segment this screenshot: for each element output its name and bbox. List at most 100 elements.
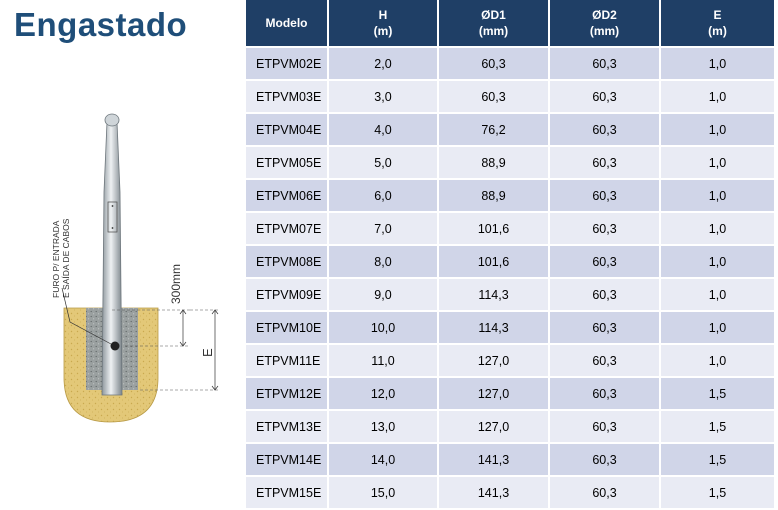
table-cell: 15,0 — [328, 475, 439, 508]
table-cell: 12,0 — [328, 376, 439, 410]
table-cell: 7,0 — [328, 211, 439, 245]
table-row: ETPVM13E 13,0 127,0 60,3 1,5 — [246, 409, 774, 443]
specs-table: Modelo H (m) ØD1 (mm) ØD2 (mm) E (m) ETPVM02… — [246, 0, 774, 508]
table-cell: 60,3 — [549, 409, 661, 443]
table-cell: 60,3 — [549, 442, 661, 476]
table-cell: 1,5 — [660, 409, 774, 443]
table-cell: 127,0 — [438, 343, 550, 377]
pole — [101, 121, 123, 396]
table-cell: ETPVM09E — [246, 277, 329, 311]
table-cell: 60,3 — [549, 376, 661, 410]
table-cell: 127,0 — [438, 376, 550, 410]
table-cell: 6,0 — [328, 178, 439, 212]
table-cell: ETPVM12E — [246, 376, 329, 410]
table-cell: 60,3 — [549, 277, 661, 311]
table-cell: 4,0 — [328, 112, 439, 146]
table-cell: 60,3 — [549, 475, 661, 508]
table-cell: 1,0 — [660, 145, 774, 179]
table-header-row: Modelo H (m) ØD1 (mm) ØD2 (mm) E (m) — [246, 0, 774, 47]
header-d1: ØD1 (mm) — [438, 0, 550, 47]
table-row: ETPVM07E 7,0 101,6 60,3 1,0 — [246, 211, 774, 245]
table-row: ETPVM03E 3,0 60,3 60,3 1,0 — [246, 79, 774, 113]
table-cell: 1,5 — [660, 475, 774, 508]
table-cell: ETPVM14E — [246, 442, 329, 476]
table-cell: 9,0 — [328, 277, 439, 311]
table-row: ETPVM08E 8,0 101,6 60,3 1,0 — [246, 244, 774, 278]
table-cell: ETPVM03E — [246, 79, 329, 113]
table-cell: 1,0 — [660, 310, 774, 344]
table-cell: 10,0 — [328, 310, 439, 344]
table-cell: 3,0 — [328, 79, 439, 113]
table-row: ETPVM06E 6,0 88,9 60,3 1,0 — [246, 178, 774, 212]
table-cell: 1,0 — [660, 46, 774, 80]
table-cell: ETPVM04E — [246, 112, 329, 146]
table-row: ETPVM12E 12,0 127,0 60,3 1,5 — [246, 376, 774, 410]
header-e: E (m) — [660, 0, 774, 47]
table-cell: 60,3 — [549, 343, 661, 377]
header-d2: ØD2 (mm) — [549, 0, 661, 47]
page-title: Engastado — [14, 6, 188, 43]
table-cell: 1,0 — [660, 277, 774, 311]
table-cell: 60,3 — [549, 145, 661, 179]
table-cell: 101,6 — [438, 211, 550, 245]
table-cell: 60,3 — [549, 211, 661, 245]
table-cell: 88,9 — [438, 145, 550, 179]
table-cell: 13,0 — [328, 409, 439, 443]
table-row: ETPVM11E 11,0 127,0 60,3 1,0 — [246, 343, 774, 377]
table-cell: 14,0 — [328, 442, 439, 476]
table-cell: ETPVM15E — [246, 475, 329, 508]
pole-diagram: FURO P/ ENTRADA E SAÍDA DE CABOS 300mm E — [51, 113, 220, 423]
table-cell: ETPVM11E — [246, 343, 329, 377]
table-cell: 88,9 — [438, 178, 550, 212]
table-cell: 1,0 — [660, 79, 774, 113]
table-cell: 11,0 — [328, 343, 439, 377]
hole-label-line2: E SAÍDA DE CABOS — [61, 218, 71, 298]
table-cell: 1,0 — [660, 244, 774, 278]
dimension-e-label: E — [200, 348, 215, 357]
table-cell: 60,3 — [549, 112, 661, 146]
table-row: ETPVM14E 14,0 141,3 60,3 1,5 — [246, 442, 774, 476]
cable-hole — [110, 341, 120, 351]
header-h: H (m) — [328, 0, 439, 47]
table-cell: 127,0 — [438, 409, 550, 443]
header-modelo: Modelo — [246, 0, 329, 47]
table-cell: 114,3 — [438, 310, 550, 344]
table-cell: 141,3 — [438, 442, 550, 476]
inspection-door — [107, 201, 118, 233]
table-row: ETPVM10E 10,0 114,3 60,3 1,0 — [246, 310, 774, 344]
table-cell: ETPVM02E — [246, 46, 329, 80]
table-cell: 60,3 — [549, 244, 661, 278]
table-cell: 1,5 — [660, 376, 774, 410]
table-cell: ETPVM07E — [246, 211, 329, 245]
table-cell: 2,0 — [328, 46, 439, 80]
table-row: ETPVM09E 9,0 114,3 60,3 1,0 — [246, 277, 774, 311]
table-cell: 1,0 — [660, 178, 774, 212]
table-cell: 60,3 — [549, 46, 661, 80]
table-cell: 60,3 — [549, 79, 661, 113]
table-cell: 1,0 — [660, 343, 774, 377]
table-cell: ETPVM05E — [246, 145, 329, 179]
table-cell: ETPVM10E — [246, 310, 329, 344]
table-cell: 141,3 — [438, 475, 550, 508]
table-cell: 1,0 — [660, 112, 774, 146]
table-cell: 76,2 — [438, 112, 550, 146]
table-row: ETPVM05E 5,0 88,9 60,3 1,0 — [246, 145, 774, 179]
hole-label-line1: FURO P/ ENTRADA — [51, 220, 61, 298]
table-cell: 5,0 — [328, 145, 439, 179]
table-cell: 114,3 — [438, 277, 550, 311]
table-cell: ETPVM13E — [246, 409, 329, 443]
table-row: ETPVM04E 4,0 76,2 60,3 1,0 — [246, 112, 774, 146]
table-row: ETPVM02E 2,0 60,3 60,3 1,0 — [246, 46, 774, 80]
table-cell: 1,0 — [660, 211, 774, 245]
table-cell: 60,3 — [549, 178, 661, 212]
table-cell: 60,3 — [438, 46, 550, 80]
table-cell: 1,5 — [660, 442, 774, 476]
table-cell: ETPVM06E — [246, 178, 329, 212]
dimension-300-label: 300mm — [169, 264, 183, 304]
table-row: ETPVM15E 15,0 141,3 60,3 1,5 — [246, 475, 774, 508]
table-cell: 101,6 — [438, 244, 550, 278]
table-cell: 60,3 — [438, 79, 550, 113]
table-cell: ETPVM08E — [246, 244, 329, 278]
table-cell: 8,0 — [328, 244, 439, 278]
table-cell: 60,3 — [549, 310, 661, 344]
